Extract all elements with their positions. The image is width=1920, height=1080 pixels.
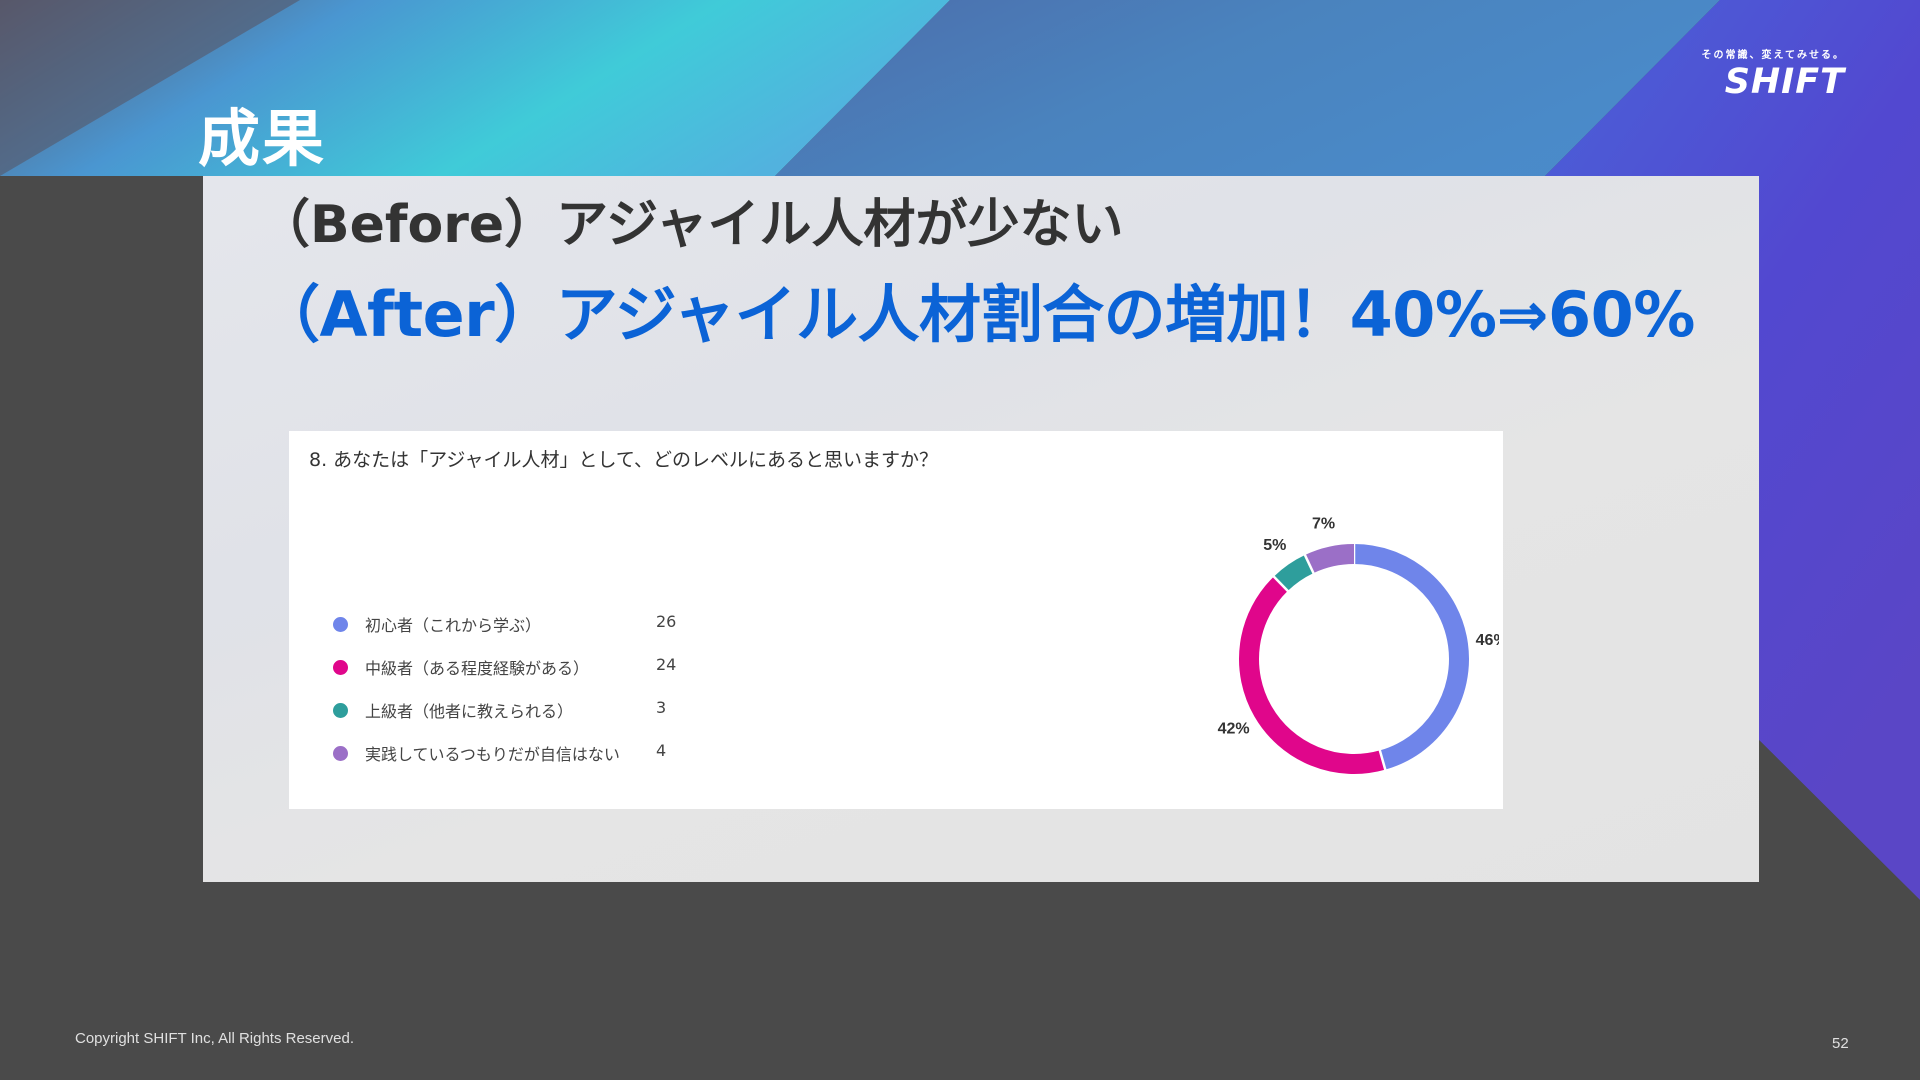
donut-slice (1239, 576, 1386, 774)
page-number: 52 (1832, 1035, 1849, 1052)
slice-percent-label: 7% (1312, 515, 1335, 532)
legend-marker (333, 746, 348, 761)
slice-separator (1303, 553, 1316, 575)
donut-slice (1273, 554, 1314, 592)
legend-item: 中級者（ある程度経験がある） 24 (333, 655, 693, 698)
copyright-footer: Copyright SHIFT Inc, All Rights Reserved… (75, 1030, 354, 1047)
donut-slice (1304, 544, 1355, 574)
chart-legend: 初心者（これから学ぶ） 26 中級者（ある程度経験がある） 24 上級者（他者に… (333, 612, 693, 784)
legend-marker (333, 703, 348, 718)
donut-slice (1353, 544, 1469, 770)
legend-count: 3 (656, 698, 667, 717)
logo-tagline: その常識、変えてみせる。 (1701, 50, 1845, 61)
slice-percent-label: 46% (1476, 632, 1499, 649)
legend-label: 実践しているつもりだが自信はない (365, 745, 620, 764)
slice-separator (1378, 749, 1387, 771)
legend-label: 中級者（ある程度経験がある） (365, 659, 590, 678)
after-statement: （After）アジャイル人材割合の増加！40%⇒60% (258, 278, 1695, 351)
donut-chart: 46% 42% 5% 7% (1218, 515, 1499, 774)
legend-count: 26 (656, 612, 677, 631)
legend-count: 4 (656, 741, 667, 760)
legend-item: 上級者（他者に教えられる） 3 (333, 698, 693, 741)
slice-percent-label: 5% (1263, 537, 1286, 554)
legend-label: 初心者（これから学ぶ） (365, 616, 542, 635)
survey-chart-card: 8. あなたは「アジャイル人材」として、どのレベルにあると思いますか？ 初心者（… (289, 431, 1503, 809)
before-statement: （Before）アジャイル人材が少ない (258, 195, 1124, 255)
slice-percent-label: 42% (1218, 721, 1250, 738)
shift-logo: その常識、変えてみせる。 SHIFT (1690, 46, 1845, 106)
legend-item: 実践しているつもりだが自信はない 4 (333, 741, 693, 784)
logo-brand: SHIFT (1724, 62, 1845, 102)
survey-question: 8. あなたは「アジャイル人材」として、どのレベルにあると思いますか？ (309, 449, 938, 471)
slice-separator (1272, 574, 1290, 593)
legend-count: 24 (656, 655, 677, 674)
legend-label: 上級者（他者に教えられる） (365, 702, 574, 721)
legend-marker (333, 660, 348, 675)
content-panel: （Before）アジャイル人材が少ない （After）アジャイル人材割合の増加！… (203, 176, 1759, 882)
legend-item: 初心者（これから学ぶ） 26 (333, 612, 693, 655)
legend-marker (333, 617, 348, 632)
slide-title: 成果 (198, 102, 327, 175)
